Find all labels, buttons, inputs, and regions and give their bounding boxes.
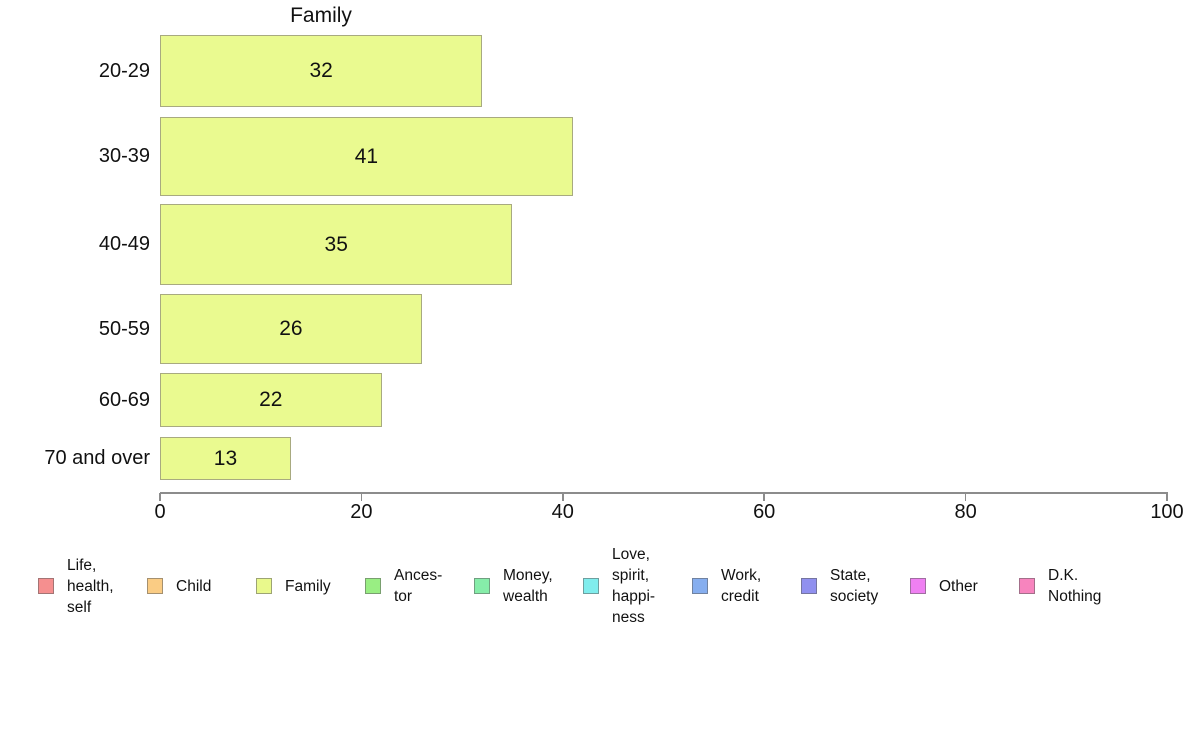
legend-item: Life, health, self — [38, 555, 147, 618]
legend-color-swatch — [147, 578, 163, 594]
category-label: 40-49 — [98, 233, 150, 255]
bar: 35 — [160, 204, 513, 285]
x-axis-tick-label: 60 — [753, 501, 776, 523]
legend-item: Work, credit — [692, 565, 801, 607]
legend-color-swatch — [583, 578, 599, 594]
chart-title: Family — [290, 4, 352, 27]
legend-color-swatch — [801, 578, 817, 594]
legend-item: State, society — [801, 565, 910, 607]
x-axis-tick-mark — [360, 493, 363, 501]
bar: 13 — [160, 437, 291, 480]
legend-item-label: Money, wealth — [503, 567, 553, 605]
bar: 26 — [160, 294, 422, 364]
x-axis-tick-mark — [964, 493, 967, 501]
x-axis-tick-label: 40 — [551, 501, 574, 523]
bar: 22 — [160, 373, 382, 427]
legend-item-label: Life, health, self — [67, 556, 114, 616]
legend-item-label: Other — [939, 577, 978, 595]
legend: Life, health, self Child Family Ances- tor M… — [38, 540, 1188, 632]
legend-item-label: Love, spirit, happi- ness — [612, 546, 656, 626]
bar-value-label: 35 — [324, 232, 348, 256]
legend-item: D.K. Nothing — [1019, 565, 1128, 607]
legend-color-swatch — [38, 578, 54, 594]
legend-item-label: D.K. Nothing — [1048, 567, 1102, 605]
legend-item: Other — [910, 576, 1019, 597]
legend-item: Ances- tor — [365, 565, 474, 607]
category-label: 20-29 — [98, 59, 150, 82]
legend-item-label: Child — [176, 577, 212, 595]
x-axis-tick-mark — [159, 493, 161, 501]
category-label: 50-59 — [98, 317, 150, 340]
bar-value-label: 32 — [309, 59, 333, 82]
legend-color-swatch — [692, 578, 708, 594]
legend-color-swatch — [474, 578, 490, 594]
x-axis-line — [160, 492, 1168, 494]
x-axis-tick-mark — [562, 493, 564, 501]
legend-item-label: State, society — [830, 567, 879, 605]
category-label: 70 and over — [44, 447, 150, 469]
legend-item: Money, wealth — [474, 565, 583, 607]
bar-value-label: 22 — [259, 388, 283, 411]
category-label: 30-39 — [98, 145, 150, 167]
bar: 32 — [160, 35, 483, 107]
x-axis-tick-label: 0 — [154, 501, 166, 523]
category-label: 60-69 — [98, 388, 150, 411]
legend-color-swatch — [256, 578, 272, 594]
bar: 41 — [160, 117, 573, 196]
x-axis-tick-label: 20 — [350, 501, 373, 523]
legend-item-label: Family — [285, 577, 331, 595]
legend-item: Child — [147, 576, 256, 597]
bar-value-label: 13 — [213, 446, 238, 470]
x-axis-tick-mark — [763, 493, 765, 501]
legend-item-label: Ances- tor — [394, 567, 443, 605]
legend-color-swatch — [365, 578, 381, 594]
x-axis-tick-label: 100 — [1150, 501, 1184, 523]
legend-color-swatch — [910, 578, 926, 594]
x-axis-tick-label: 80 — [954, 501, 977, 523]
bar-value-label: 41 — [354, 144, 379, 168]
legend-item: Love, spirit, happi- ness — [583, 544, 692, 628]
bar-value-label: 26 — [279, 317, 303, 340]
x-axis-tick-mark — [1166, 493, 1168, 501]
legend-item-label: Work, credit — [721, 567, 762, 605]
legend-color-swatch — [1019, 578, 1035, 594]
legend-item: Family — [256, 576, 365, 597]
